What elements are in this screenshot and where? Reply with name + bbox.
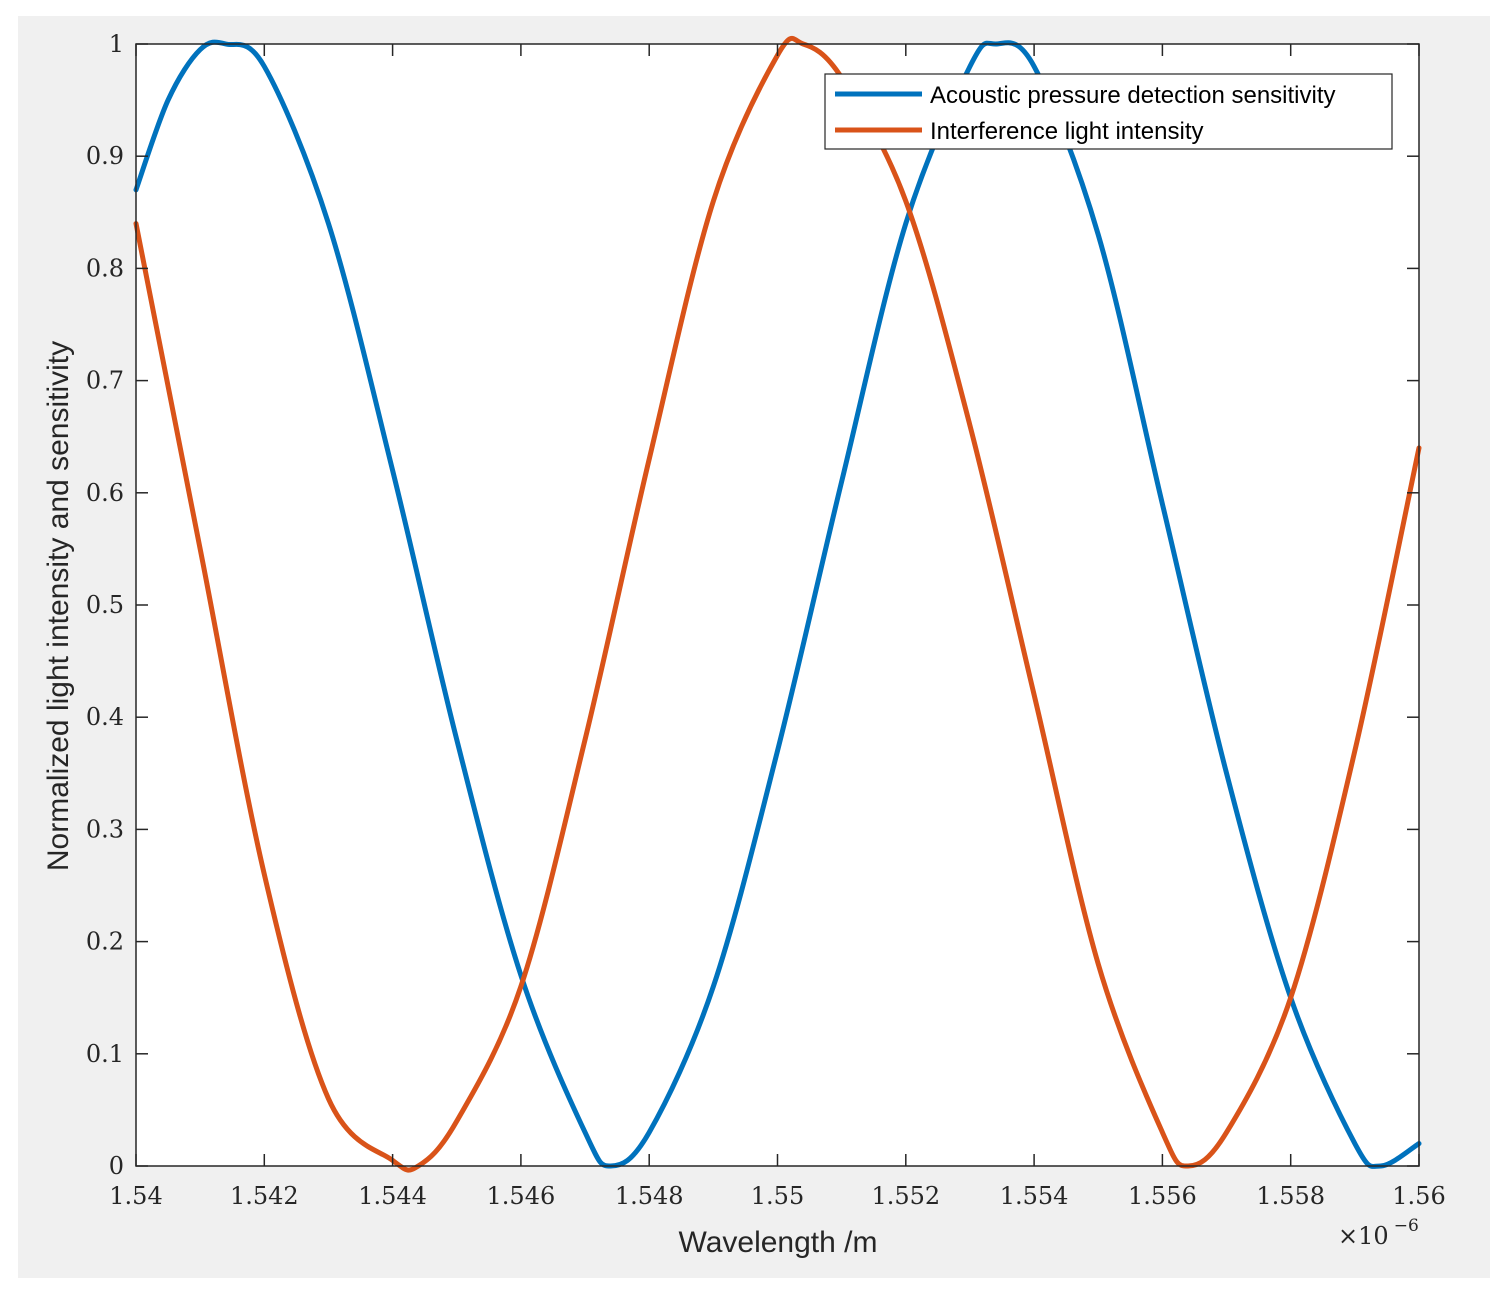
legend-label-acoustic: Acoustic pressure detection sensitivity — [930, 82, 1336, 109]
y-tick-label: 0.5 — [86, 591, 124, 619]
y-axis-label: Normalized light intensity and sensitivi… — [42, 341, 75, 871]
legend-label-interference: Interference light intensity — [930, 118, 1203, 145]
y-tick-label: 0.6 — [86, 479, 124, 507]
x-tick-label: 1.546 — [487, 1182, 556, 1210]
y-tick-label: 0.2 — [86, 928, 124, 956]
x-tick-label: 1.56 — [1392, 1182, 1445, 1210]
plot-area — [136, 44, 1419, 1166]
x-tick-label: 1.54 — [109, 1182, 162, 1210]
x-tick-label: 1.552 — [871, 1182, 940, 1210]
x-tick-label: 1.548 — [615, 1182, 684, 1210]
tick-labels-layer: 1.54 1.542 1.544 1.546 1.548 1.55 1.552 1.554 1.… — [86, 30, 1446, 1210]
y-tick-label: 0.1 — [86, 1040, 124, 1068]
x-scale-exponent: ×10 −6 — [1338, 1216, 1419, 1250]
x-tick-label: 1.558 — [1256, 1182, 1325, 1210]
y-tick-label: 0 — [109, 1152, 124, 1180]
series-line-0 — [133, 39, 1422, 1169]
x-tick-label: 1.556 — [1128, 1182, 1197, 1210]
x-axis-label: Wavelength /m — [679, 1226, 878, 1259]
ticks-layer — [135, 43, 1420, 1167]
legend[interactable]: Acoustic pressure detection sensitivity … — [824, 73, 1393, 150]
legend-box — [824, 73, 1393, 150]
x-scale-exponent-base: ×10 — [1338, 1222, 1389, 1250]
x-scale-exponent-power: −6 — [1394, 1216, 1419, 1236]
x-tick-label: 1.55 — [751, 1182, 804, 1210]
y-tick-label: 0.7 — [86, 367, 124, 395]
y-tick-label: 0.4 — [86, 703, 124, 731]
y-tick-label: 0.8 — [86, 254, 124, 282]
x-tick-label: 1.544 — [358, 1182, 427, 1210]
y-tick-label: 0.9 — [86, 142, 124, 170]
y-tick-label: 0.3 — [86, 815, 124, 843]
x-tick-label: 1.542 — [230, 1182, 299, 1210]
y-tick-label: 1 — [109, 30, 124, 58]
x-tick-label: 1.554 — [1000, 1182, 1069, 1210]
